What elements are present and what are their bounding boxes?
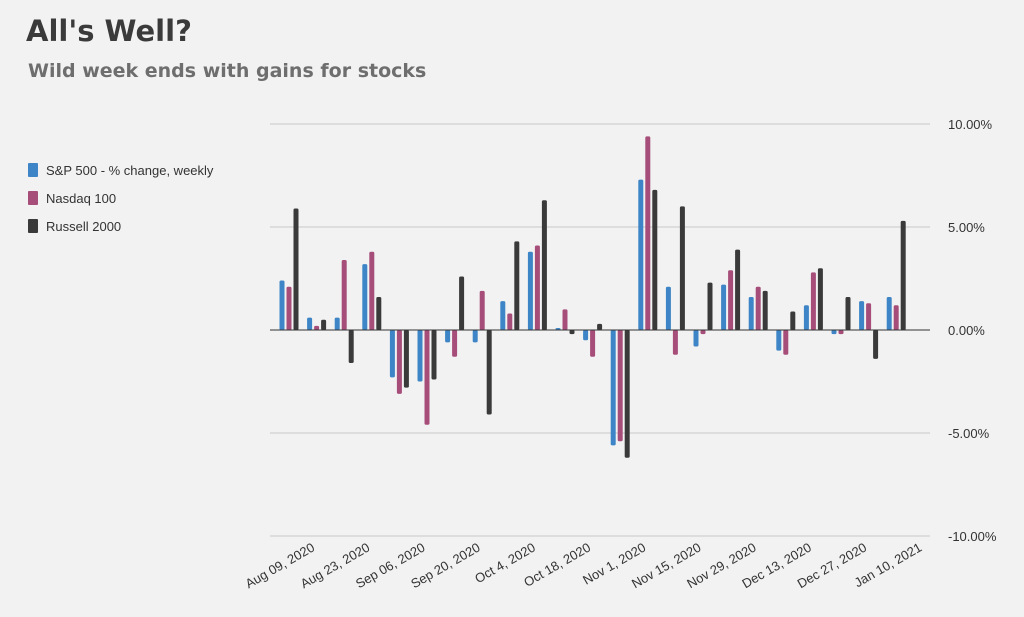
- legend-swatch-nasdaq100: [28, 191, 38, 205]
- legend-swatch-russell2000: [28, 219, 38, 233]
- bar-russell2000: [817, 268, 823, 330]
- bar-russell2000: [652, 189, 658, 330]
- bar-russell2000: [541, 200, 547, 330]
- bar-nasdaq100: [396, 330, 402, 394]
- y-tick-label: -10.00%: [948, 529, 997, 544]
- bar-sp500: [334, 317, 340, 330]
- bar-russell2000: [790, 311, 796, 330]
- bar-nasdaq100: [728, 270, 734, 330]
- bar-nasdaq100: [672, 330, 678, 355]
- bar-nasdaq100: [645, 136, 651, 330]
- bar-nasdaq100: [617, 330, 623, 442]
- bar-nasdaq100: [893, 305, 899, 330]
- legend-item-nasdaq100: Nasdaq 100: [28, 184, 213, 212]
- bar-nasdaq100: [286, 286, 292, 330]
- legend-label-nasdaq100: Nasdaq 100: [46, 190, 117, 206]
- bar-sp500: [638, 179, 644, 330]
- bar-sp500: [472, 330, 478, 343]
- bar-nasdaq100: [507, 313, 513, 330]
- legend: S&P 500 - % change, weekly Nasdaq 100 Ru…: [28, 156, 213, 240]
- legend-item-sp500: S&P 500 - % change, weekly: [28, 156, 213, 184]
- bar-nasdaq100: [534, 245, 540, 330]
- bar-nasdaq100: [838, 330, 844, 335]
- bar-russell2000: [900, 220, 906, 330]
- chart-subtitle: Wild week ends with gains for stocks: [28, 60, 427, 82]
- bar-sp500: [610, 330, 616, 446]
- bar-sp500: [389, 330, 395, 378]
- bar-sp500: [665, 286, 671, 330]
- bar-nasdaq100: [562, 309, 568, 330]
- bar-nasdaq100: [314, 325, 320, 330]
- bar-russell2000: [348, 330, 354, 363]
- bar-nasdaq100: [810, 272, 816, 330]
- bar-nasdaq100: [424, 330, 430, 425]
- legend-item-russell2000: Russell 2000: [28, 212, 213, 240]
- bar-nasdaq100: [866, 303, 872, 330]
- bar-russell2000: [762, 290, 768, 330]
- bar-sp500: [721, 284, 727, 330]
- bar-russell2000: [403, 330, 409, 388]
- bar-sp500: [417, 330, 423, 382]
- bar-sp500: [831, 330, 837, 335]
- y-tick-label: 0.00%: [948, 323, 985, 338]
- bar-sp500: [307, 317, 313, 330]
- bar-russell2000: [514, 241, 520, 330]
- legend-label-sp500: S&P 500 - % change, weekly: [46, 162, 214, 178]
- bar-russell2000: [845, 297, 851, 330]
- bar-nasdaq100: [700, 330, 706, 335]
- y-tick-label: 5.00%: [948, 220, 985, 235]
- bar-russell2000: [873, 330, 879, 359]
- bar-sp500: [859, 301, 865, 330]
- bar-russell2000: [486, 330, 492, 415]
- bar-sp500: [803, 305, 809, 330]
- bar-russell2000: [459, 276, 465, 330]
- bar-russell2000: [293, 208, 299, 330]
- bar-sp500: [886, 297, 892, 330]
- bar-nasdaq100: [783, 330, 789, 355]
- bar-nasdaq100: [369, 251, 375, 330]
- legend-label-russell2000: Russell 2000: [46, 218, 122, 234]
- bar-sp500: [776, 330, 782, 351]
- bar-russell2000: [376, 297, 382, 330]
- bar-sp500: [693, 330, 699, 347]
- bar-sp500: [527, 251, 533, 330]
- bar-russell2000: [431, 330, 437, 380]
- bar-russell2000: [707, 282, 713, 330]
- bar-nasdaq100: [590, 330, 596, 357]
- y-tick-label: 10.00%: [948, 117, 993, 132]
- bar-russell2000: [597, 323, 603, 330]
- bar-nasdaq100: [341, 259, 347, 330]
- bar-russell2000: [735, 249, 741, 330]
- bar-sp500: [500, 301, 506, 330]
- legend-swatch-sp500: [28, 163, 38, 177]
- bar-russell2000: [679, 206, 685, 330]
- bar-nasdaq100: [452, 330, 458, 357]
- bar-russell2000: [624, 330, 630, 458]
- bar-nasdaq100: [755, 286, 761, 330]
- bar-sp500: [555, 327, 561, 330]
- bar-sp500: [445, 330, 451, 343]
- chart-title: All's Well?: [26, 14, 192, 48]
- bar-russell2000: [569, 330, 575, 335]
- bar-sp500: [362, 264, 368, 330]
- bar-sp500: [583, 330, 589, 341]
- bar-sp500: [748, 297, 754, 330]
- bar-russell2000: [321, 319, 327, 330]
- bar-nasdaq100: [479, 290, 485, 330]
- bar-sp500: [279, 280, 285, 330]
- y-tick-label: -5.00%: [948, 426, 990, 441]
